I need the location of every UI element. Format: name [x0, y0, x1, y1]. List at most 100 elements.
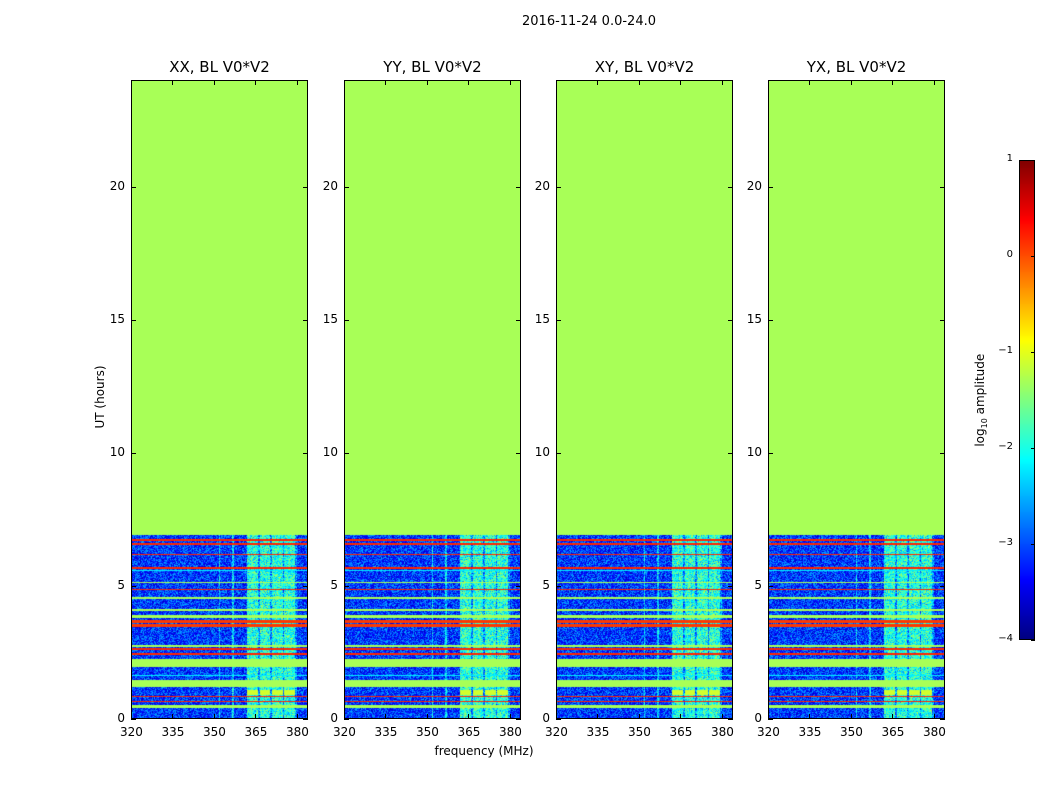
- x-tick-top: [809, 80, 811, 85]
- x-tick-top: [385, 80, 387, 85]
- y-tick-label: 15: [109, 311, 125, 326]
- y-tick-right: [940, 319, 945, 321]
- colorbar-tick: [1031, 256, 1035, 257]
- y-tick-label: 10: [746, 444, 762, 459]
- x-tick-top: [255, 80, 257, 85]
- y-tick: [344, 452, 349, 454]
- y-tick: [556, 585, 561, 587]
- x-tick-label: 365: [881, 725, 905, 739]
- y-tick-label: 15: [322, 311, 338, 326]
- x-tick-top: [296, 80, 298, 85]
- spectrogram-heatmap: [131, 80, 308, 719]
- y-tick-right: [303, 186, 308, 188]
- colorbar-tick: [1031, 544, 1035, 545]
- x-tick-label: 320: [757, 725, 780, 739]
- x-tick: [597, 714, 599, 719]
- y-tick-right: [516, 585, 521, 587]
- x-tick-top: [426, 80, 428, 85]
- x-tick: [426, 714, 428, 719]
- y-tick-label: 10: [109, 444, 125, 459]
- y-tick: [768, 319, 773, 321]
- colorbar-label: log10 amplitude: [972, 353, 990, 447]
- x-tick-label: 335: [586, 725, 610, 739]
- colorbar-tick: [1031, 160, 1035, 161]
- y-tick-label: 0: [117, 711, 125, 725]
- x-tick: [131, 714, 132, 719]
- x-tick: [213, 714, 215, 719]
- colorbar-tick: [1031, 352, 1035, 353]
- x-tick-top: [597, 80, 599, 85]
- x-tick-top: [468, 80, 470, 85]
- colorbar-tick-label: 1: [1006, 153, 1013, 164]
- y-tick: [556, 319, 561, 321]
- y-tick: [344, 719, 349, 720]
- colorbar: 1 0 −1 −2 −3 −4: [998, 153, 1035, 644]
- x-tick: [809, 714, 811, 719]
- y-tick-right: [303, 585, 308, 587]
- y-tick: [344, 319, 349, 321]
- x-tick: [721, 714, 723, 719]
- x-tick-label: 380: [498, 725, 522, 739]
- x-tick: [172, 714, 174, 719]
- y-tick-right: [940, 585, 945, 587]
- y-tick: [131, 319, 136, 321]
- x-tick-top: [933, 80, 935, 85]
- y-tick-label: 0: [754, 711, 762, 725]
- y-tick-right: [516, 319, 521, 321]
- panel-title: YX, BL V0*V2: [806, 58, 907, 76]
- x-tick-label: 335: [798, 725, 822, 739]
- x-tick-label: 320: [333, 725, 356, 739]
- x-tick: [468, 714, 470, 719]
- x-tick-top: [556, 80, 557, 85]
- y-tick: [556, 186, 561, 188]
- x-tick: [385, 714, 387, 719]
- y-tick-label: 15: [534, 311, 550, 326]
- y-tick: [768, 186, 773, 188]
- x-tick-top: [721, 80, 723, 85]
- y-tick-right: [303, 719, 308, 720]
- y-tick-label: 0: [330, 711, 338, 725]
- x-tick: [892, 714, 894, 719]
- colorbar-tick-label: −2: [998, 441, 1013, 452]
- y-tick-right: [728, 186, 733, 188]
- spectrogram-heatmap: [768, 80, 945, 719]
- y-tick-right: [516, 186, 521, 188]
- x-tick-label: 380: [710, 725, 734, 739]
- y-tick-label: 0: [542, 711, 550, 725]
- panel-title: XX, BL V0*V2: [169, 58, 270, 76]
- panel-xx: XX, BL V0*V2 320 335 350 365 380 0 5 10 15 20: [110, 58, 309, 739]
- y-tick: [556, 719, 561, 720]
- x-tick-label: 320: [545, 725, 568, 739]
- y-tick-label: 5: [754, 577, 762, 592]
- x-tick-label: 350: [202, 725, 226, 739]
- panel-title: XY, BL V0*V2: [594, 58, 695, 76]
- x-tick-top: [638, 80, 640, 85]
- x-tick: [768, 714, 769, 719]
- y-tick: [131, 719, 136, 720]
- y-tick: [131, 585, 136, 587]
- y-tick-right: [940, 452, 945, 454]
- colorbar-tick-label: −4: [998, 633, 1013, 644]
- x-tick-top: [344, 80, 345, 85]
- x-tick: [556, 714, 557, 719]
- y-tick-right: [516, 719, 521, 720]
- y-tick-right: [940, 186, 945, 188]
- x-tick: [255, 714, 257, 719]
- x-tick-top: [213, 80, 215, 85]
- x-tick-label: 350: [627, 725, 651, 739]
- y-tick-right: [940, 719, 945, 720]
- y-tick-right: [728, 319, 733, 321]
- spectrogram-heatmap: [556, 80, 733, 719]
- y-tick-right: [728, 585, 733, 587]
- x-tick: [850, 714, 852, 719]
- x-tick-label: 380: [285, 725, 309, 739]
- y-tick: [556, 452, 561, 454]
- x-tick-label: 350: [415, 725, 439, 739]
- y-tick-label: 20: [322, 178, 338, 193]
- x-tick-label: 335: [161, 725, 185, 739]
- colorbar-tick-label: 0: [1006, 249, 1013, 260]
- y-tick: [344, 585, 349, 587]
- colorbar-tick-label: −3: [998, 537, 1013, 548]
- x-tick-label: 365: [244, 725, 268, 739]
